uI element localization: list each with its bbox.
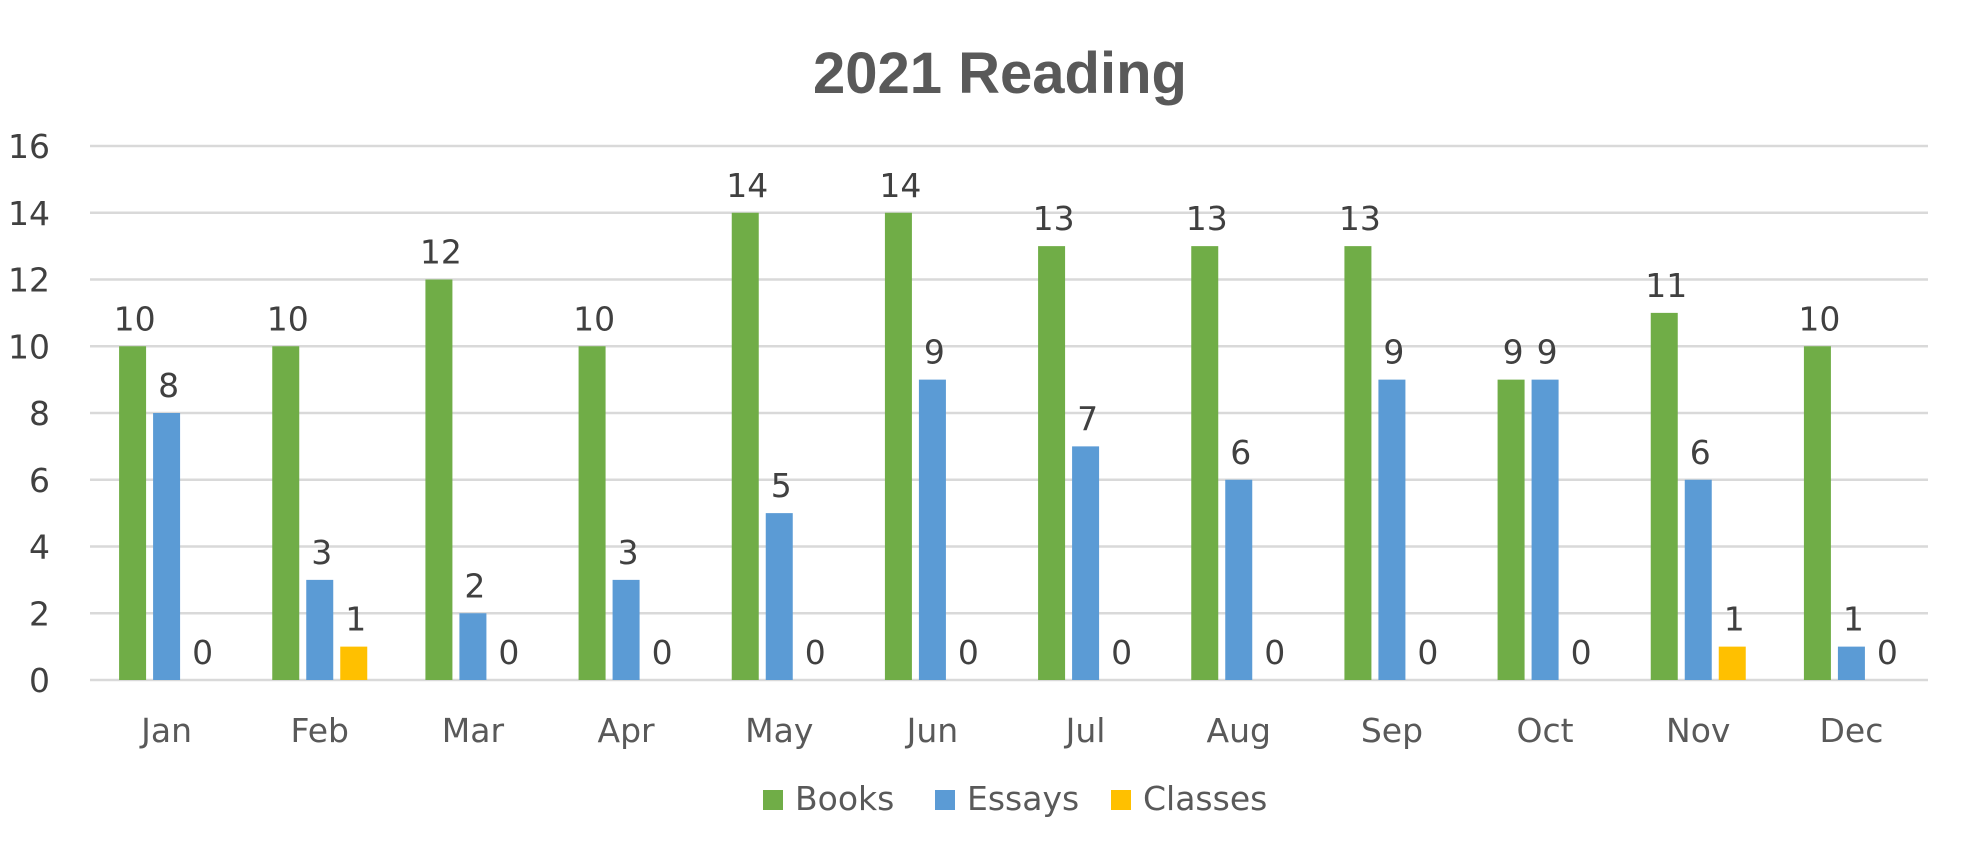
data-label-books-mar: 12 (420, 233, 462, 272)
x-tick-label-oct: Oct (1517, 711, 1574, 750)
data-label-essays-feb: 3 (311, 533, 332, 572)
data-label-essays-sep: 9 (1383, 333, 1404, 372)
bar-books-may (731, 212, 759, 680)
data-label-classes-apr: 0 (652, 633, 673, 672)
bar-books-aug (1191, 246, 1219, 680)
legend-label-classes: Classes (1143, 779, 1267, 818)
data-label-classes-mar: 0 (498, 633, 519, 672)
x-tick-label-jul: Jul (1064, 711, 1106, 750)
bar-books-jul (1038, 246, 1066, 680)
x-tick-label-dec: Dec (1819, 711, 1883, 750)
legend-label-essays: Essays (967, 779, 1079, 818)
y-tick-label: 8 (29, 394, 50, 433)
x-tick-label-jan: Jan (139, 711, 192, 750)
y-tick-label: 10 (8, 327, 50, 366)
x-tick-label-jun: Jun (905, 711, 959, 750)
x-tick-label-aug: Aug (1207, 711, 1271, 750)
legend-label-books: Books (795, 779, 894, 818)
bar-essays-apr (612, 579, 640, 680)
bar-books-mar (425, 279, 453, 680)
y-tick-label: 2 (29, 594, 50, 633)
bar-books-oct (1497, 379, 1525, 680)
x-tick-label-may: May (745, 711, 813, 750)
x-tick-label-apr: Apr (598, 711, 656, 750)
data-label-books-jan: 10 (114, 299, 156, 338)
data-label-books-nov: 11 (1645, 266, 1687, 305)
legend-swatch-essays (935, 790, 955, 810)
bar-classes-feb (340, 646, 368, 680)
data-label-books-aug: 13 (1186, 199, 1228, 238)
data-label-essays-apr: 3 (618, 533, 639, 572)
data-label-books-may: 14 (726, 166, 768, 205)
y-tick-label: 4 (29, 528, 50, 567)
x-tick-label-feb: Feb (291, 711, 349, 750)
bar-essays-oct (1531, 379, 1559, 680)
data-label-classes-feb: 1 (345, 600, 366, 639)
y-tick-label: 6 (29, 461, 50, 500)
y-tick-label: 14 (8, 194, 50, 233)
bar-books-sep (1344, 246, 1372, 680)
y-tick-label: 16 (8, 127, 50, 166)
x-tick-label-nov: Nov (1666, 711, 1730, 750)
y-tick-label: 0 (29, 661, 50, 700)
bar-essays-mar (459, 613, 487, 680)
data-label-classes-may: 0 (805, 633, 826, 672)
data-label-essays-mar: 2 (464, 566, 485, 605)
data-label-classes-dec: 0 (1877, 633, 1898, 672)
data-label-essays-nov: 6 (1690, 433, 1711, 472)
data-label-classes-jul: 0 (1111, 633, 1132, 672)
data-label-books-sep: 13 (1339, 199, 1381, 238)
y-tick-label: 12 (8, 261, 50, 300)
legend: Books Essays Classes (763, 779, 1267, 818)
bar-essays-may (765, 513, 793, 680)
bar-essays-dec (1837, 646, 1865, 680)
data-label-books-jul: 13 (1033, 199, 1075, 238)
bar-books-nov (1650, 312, 1678, 680)
data-label-books-jun: 14 (879, 166, 921, 205)
bar-essays-aug (1225, 479, 1253, 680)
data-label-essays-jan: 8 (158, 366, 179, 405)
x-tick-label-sep: Sep (1361, 711, 1423, 750)
x-axis-tick-labels: Jan Feb Mar Apr May Jun Jul Aug Sep Oct Nov Dec (139, 711, 1883, 750)
data-label-essays-jul: 7 (1077, 399, 1098, 438)
bars (119, 212, 1865, 680)
bar-essays-feb (306, 579, 334, 680)
data-label-books-apr: 10 (573, 299, 615, 338)
data-label-classes-sep: 0 (1417, 633, 1438, 672)
bar-classes-nov (1718, 646, 1746, 680)
bar-books-feb (272, 346, 300, 680)
data-label-essays-aug: 6 (1230, 433, 1251, 472)
legend-swatch-classes (1111, 790, 1131, 810)
bar-books-apr (578, 346, 606, 680)
data-label-essays-dec: 1 (1843, 600, 1864, 639)
data-label-essays-oct: 9 (1537, 333, 1558, 372)
data-label-books-feb: 10 (267, 299, 309, 338)
data-label-essays-jun: 9 (924, 333, 945, 372)
data-label-classes-oct: 0 (1571, 633, 1592, 672)
gridlines (90, 144, 1928, 682)
data-label-books-dec: 10 (1798, 299, 1840, 338)
data-label-essays-may: 5 (771, 466, 792, 505)
bar-essays-jul (1072, 446, 1100, 680)
bar-essays-sep (1378, 379, 1406, 680)
x-tick-label-mar: Mar (442, 711, 505, 750)
data-label-books-oct: 9 (1503, 333, 1524, 372)
legend-swatch-books (763, 790, 783, 810)
y-axis-tick-labels: 0 2 4 6 8 10 12 14 16 (8, 127, 50, 700)
bar-books-dec (1803, 346, 1831, 680)
data-label-classes-jan: 0 (192, 633, 213, 672)
bar-essays-jun (918, 379, 946, 680)
bar-essays-jan (153, 413, 181, 680)
data-label-classes-nov: 1 (1724, 600, 1745, 639)
data-label-classes-aug: 0 (1264, 633, 1285, 672)
bar-books-jun (884, 212, 912, 680)
data-label-classes-jun: 0 (958, 633, 979, 672)
bar-essays-nov (1684, 479, 1712, 680)
chart-title: 2021 Reading (813, 41, 1187, 106)
bar-books-jan (119, 346, 147, 680)
